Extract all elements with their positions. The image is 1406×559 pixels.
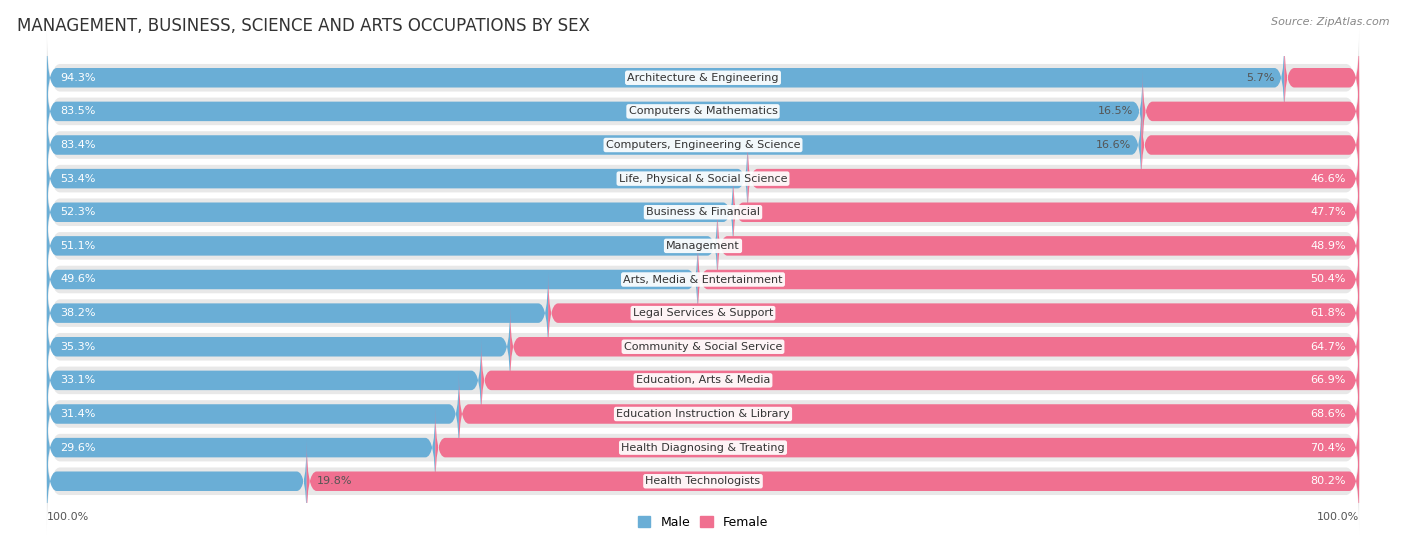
Text: Legal Services & Support: Legal Services & Support bbox=[633, 308, 773, 318]
Text: Source: ZipAtlas.com: Source: ZipAtlas.com bbox=[1271, 17, 1389, 27]
FancyBboxPatch shape bbox=[46, 407, 436, 489]
Text: Computers, Engineering & Science: Computers, Engineering & Science bbox=[606, 140, 800, 150]
Text: 29.6%: 29.6% bbox=[60, 443, 96, 453]
Text: 94.3%: 94.3% bbox=[60, 73, 96, 83]
Text: Arts, Media & Entertainment: Arts, Media & Entertainment bbox=[623, 274, 783, 285]
FancyBboxPatch shape bbox=[481, 340, 1360, 421]
Text: 16.6%: 16.6% bbox=[1097, 140, 1132, 150]
FancyBboxPatch shape bbox=[458, 373, 1360, 454]
Text: 46.6%: 46.6% bbox=[1310, 174, 1346, 183]
FancyBboxPatch shape bbox=[46, 327, 1360, 434]
Text: 70.4%: 70.4% bbox=[1310, 443, 1346, 453]
Text: 51.1%: 51.1% bbox=[60, 241, 96, 251]
FancyBboxPatch shape bbox=[46, 24, 1360, 131]
FancyBboxPatch shape bbox=[510, 306, 1360, 387]
Text: 100.0%: 100.0% bbox=[46, 511, 89, 522]
Text: Education, Arts & Media: Education, Arts & Media bbox=[636, 376, 770, 385]
Text: 64.7%: 64.7% bbox=[1310, 342, 1346, 352]
Text: Architecture & Engineering: Architecture & Engineering bbox=[627, 73, 779, 83]
FancyBboxPatch shape bbox=[436, 407, 1360, 489]
FancyBboxPatch shape bbox=[46, 394, 1360, 501]
FancyBboxPatch shape bbox=[46, 293, 1360, 400]
Text: Community & Social Service: Community & Social Service bbox=[624, 342, 782, 352]
Text: 47.7%: 47.7% bbox=[1310, 207, 1346, 217]
Text: 66.9%: 66.9% bbox=[1310, 376, 1346, 385]
Text: 38.2%: 38.2% bbox=[60, 308, 96, 318]
Text: 52.3%: 52.3% bbox=[60, 207, 96, 217]
Legend: Male, Female: Male, Female bbox=[634, 512, 772, 533]
Text: 5.7%: 5.7% bbox=[1246, 73, 1274, 83]
FancyBboxPatch shape bbox=[748, 138, 1360, 219]
FancyBboxPatch shape bbox=[1284, 37, 1360, 119]
FancyBboxPatch shape bbox=[46, 70, 1143, 152]
FancyBboxPatch shape bbox=[46, 340, 481, 421]
FancyBboxPatch shape bbox=[46, 440, 307, 522]
FancyBboxPatch shape bbox=[46, 373, 458, 454]
FancyBboxPatch shape bbox=[46, 58, 1360, 165]
Text: 50.4%: 50.4% bbox=[1310, 274, 1346, 285]
Text: 48.9%: 48.9% bbox=[1310, 241, 1346, 251]
FancyBboxPatch shape bbox=[46, 226, 1360, 333]
FancyBboxPatch shape bbox=[733, 172, 1360, 253]
Text: 49.6%: 49.6% bbox=[60, 274, 96, 285]
Text: Life, Physical & Social Science: Life, Physical & Social Science bbox=[619, 174, 787, 183]
Text: 83.5%: 83.5% bbox=[60, 106, 96, 116]
FancyBboxPatch shape bbox=[46, 172, 733, 253]
Text: 35.3%: 35.3% bbox=[60, 342, 96, 352]
FancyBboxPatch shape bbox=[717, 205, 1360, 287]
FancyBboxPatch shape bbox=[46, 192, 1360, 299]
Text: Business & Financial: Business & Financial bbox=[645, 207, 761, 217]
Text: Management: Management bbox=[666, 241, 740, 251]
Text: Computers & Mathematics: Computers & Mathematics bbox=[628, 106, 778, 116]
Text: 19.8%: 19.8% bbox=[316, 476, 352, 486]
Text: 61.8%: 61.8% bbox=[1310, 308, 1346, 318]
Text: 68.6%: 68.6% bbox=[1310, 409, 1346, 419]
Text: 80.2%: 80.2% bbox=[1310, 476, 1346, 486]
FancyBboxPatch shape bbox=[46, 159, 1360, 266]
FancyBboxPatch shape bbox=[46, 105, 1142, 186]
FancyBboxPatch shape bbox=[548, 272, 1360, 354]
FancyBboxPatch shape bbox=[46, 361, 1360, 467]
Text: 33.1%: 33.1% bbox=[60, 376, 96, 385]
FancyBboxPatch shape bbox=[1143, 70, 1360, 152]
Text: 83.4%: 83.4% bbox=[60, 140, 96, 150]
Text: 16.5%: 16.5% bbox=[1098, 106, 1133, 116]
Text: 100.0%: 100.0% bbox=[1317, 511, 1360, 522]
FancyBboxPatch shape bbox=[46, 272, 548, 354]
FancyBboxPatch shape bbox=[46, 239, 697, 320]
FancyBboxPatch shape bbox=[46, 138, 748, 219]
Text: 53.4%: 53.4% bbox=[60, 174, 96, 183]
FancyBboxPatch shape bbox=[46, 428, 1360, 535]
Text: 31.4%: 31.4% bbox=[60, 409, 96, 419]
FancyBboxPatch shape bbox=[46, 37, 1284, 119]
FancyBboxPatch shape bbox=[1142, 105, 1360, 186]
Text: MANAGEMENT, BUSINESS, SCIENCE AND ARTS OCCUPATIONS BY SEX: MANAGEMENT, BUSINESS, SCIENCE AND ARTS O… bbox=[17, 17, 589, 35]
Text: Health Diagnosing & Treating: Health Diagnosing & Treating bbox=[621, 443, 785, 453]
FancyBboxPatch shape bbox=[46, 306, 510, 387]
Text: Education Instruction & Library: Education Instruction & Library bbox=[616, 409, 790, 419]
FancyBboxPatch shape bbox=[697, 239, 1360, 320]
FancyBboxPatch shape bbox=[46, 92, 1360, 198]
FancyBboxPatch shape bbox=[307, 440, 1360, 522]
FancyBboxPatch shape bbox=[46, 125, 1360, 232]
Text: Health Technologists: Health Technologists bbox=[645, 476, 761, 486]
FancyBboxPatch shape bbox=[46, 205, 717, 287]
FancyBboxPatch shape bbox=[46, 260, 1360, 367]
